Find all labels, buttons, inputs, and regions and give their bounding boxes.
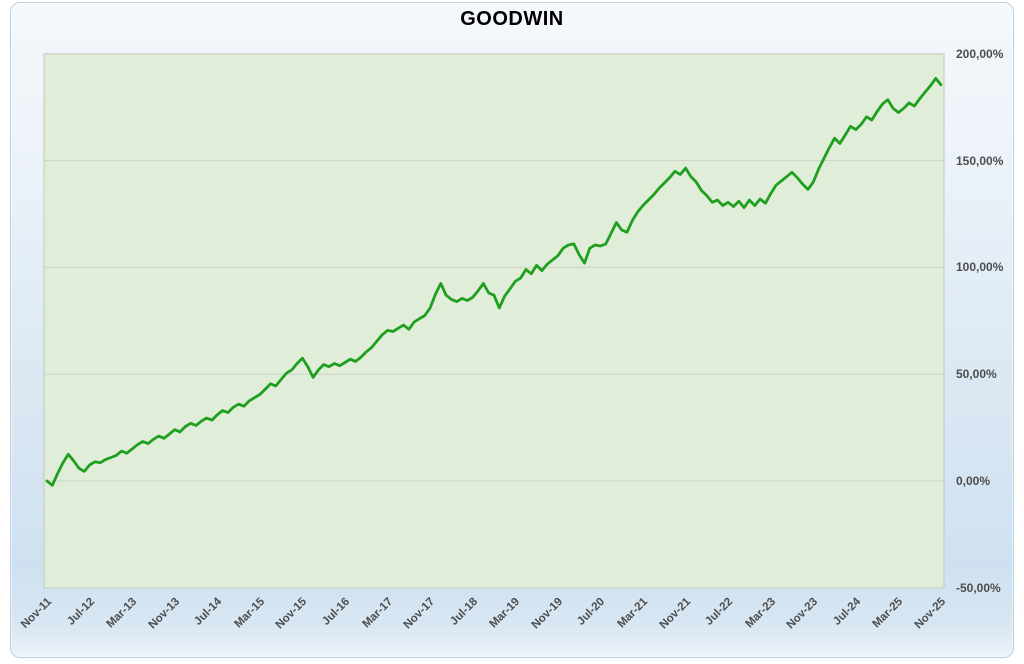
y-axis-label: 150,00% <box>956 154 1004 168</box>
series-line-goodwin <box>45 77 943 487</box>
chart-title: GOODWIN <box>460 8 564 30</box>
y-axis-label: 0,00% <box>956 474 991 488</box>
y-axis-label: 50,00% <box>956 367 997 381</box>
y-axis-label: -50,00% <box>956 581 1001 595</box>
y-axis-label: 100,00% <box>956 260 1004 274</box>
plot-background <box>43 53 945 589</box>
y-axis-label: 200,00% <box>956 47 1004 61</box>
